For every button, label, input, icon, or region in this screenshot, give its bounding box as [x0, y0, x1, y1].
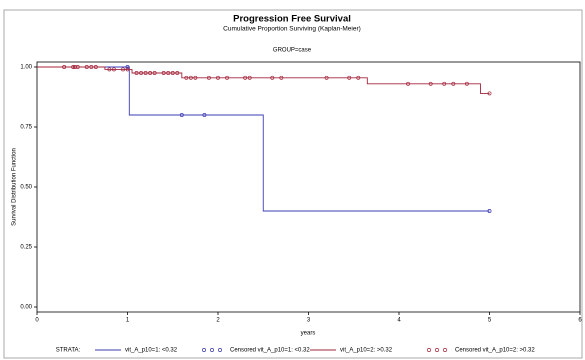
censored-marker — [243, 75, 248, 80]
legend-swatch — [435, 348, 439, 352]
x-tick-label: 5 — [488, 318, 492, 324]
censored-marker — [193, 75, 198, 80]
censored-marker — [487, 91, 492, 96]
censored-marker — [125, 65, 130, 69]
censored-marker — [62, 65, 67, 69]
legend-swatch — [202, 348, 206, 352]
legend-label: Censored vit_A_p10=2: >0.32 — [455, 348, 535, 354]
censored-marker — [71, 65, 76, 69]
group-label: GROUP=case — [273, 48, 312, 54]
censored-marker — [279, 75, 284, 80]
censored-marker — [451, 81, 456, 86]
censored-marker — [93, 65, 98, 69]
censored-marker — [442, 81, 447, 86]
survival-curve — [37, 66, 490, 212]
legend-swatch — [427, 348, 431, 352]
censored-marker — [84, 65, 89, 69]
censored-marker — [324, 75, 329, 80]
censored-marker — [166, 71, 171, 75]
censored-marker — [428, 81, 433, 86]
censored-marker — [225, 75, 229, 80]
censored-marker — [464, 81, 469, 86]
censored-marker — [356, 75, 361, 80]
censored-marker — [175, 71, 180, 75]
x-axis-label: years — [301, 331, 316, 337]
legend-label: Censored vit_A_p10=1: <0.32 — [230, 348, 310, 354]
censored-marker — [487, 209, 492, 213]
x-tick-label: 1 — [126, 318, 130, 324]
censored-marker — [179, 113, 184, 117]
censored-marker — [188, 75, 193, 80]
legend-swatch — [218, 348, 222, 352]
censored-marker — [247, 75, 252, 80]
censored-marker — [111, 67, 116, 72]
y-tick-label: 0.00 — [20, 305, 32, 311]
survival-curve — [37, 66, 490, 94]
y-tick-label: 0.25 — [20, 245, 32, 251]
censored-marker — [161, 71, 166, 75]
censored-marker — [148, 71, 153, 75]
y-tick-label: 1.00 — [20, 65, 32, 71]
x-tick-label: 0 — [35, 318, 39, 324]
y-tick-label: 0.75 — [20, 125, 32, 131]
censored-marker — [143, 71, 148, 75]
censored-marker — [134, 71, 139, 75]
censored-marker — [170, 71, 175, 75]
censored-marker — [270, 75, 275, 80]
censored-marker — [184, 75, 189, 80]
censored-marker — [107, 67, 112, 72]
censored-marker — [73, 65, 77, 69]
x-tick-label: 3 — [307, 318, 311, 324]
y-axis-label: Survival Distribution Function — [12, 148, 18, 226]
legend-label: vit_A_p10=1: <0.32 — [125, 348, 178, 354]
censored-marker — [125, 67, 130, 72]
legend-swatch — [443, 348, 447, 352]
censored-marker — [206, 75, 211, 80]
y-tick-label: 0.50 — [20, 185, 32, 191]
censored-marker — [121, 67, 125, 72]
x-tick-label: 6 — [578, 318, 582, 324]
legend-swatch — [210, 348, 214, 352]
censored-marker — [75, 65, 80, 69]
x-tick-label: 2 — [216, 318, 220, 324]
legend-label: vit_A_p10=2: >0.32 — [340, 348, 393, 354]
chart-subtitle: Cumulative Proportion Surviving (Kaplan-… — [223, 26, 361, 33]
x-tick-label: 4 — [397, 318, 401, 324]
censored-marker — [89, 65, 94, 69]
legend-title: STRATA: — [56, 348, 81, 354]
censored-marker — [152, 71, 157, 75]
censored-marker — [406, 81, 410, 86]
figure-border — [3, 9, 583, 359]
censored-marker — [347, 75, 352, 80]
chart-title: Progression Free Survival — [233, 14, 351, 25]
censored-marker — [202, 113, 207, 117]
censored-marker — [139, 71, 144, 75]
censored-marker — [216, 75, 220, 80]
